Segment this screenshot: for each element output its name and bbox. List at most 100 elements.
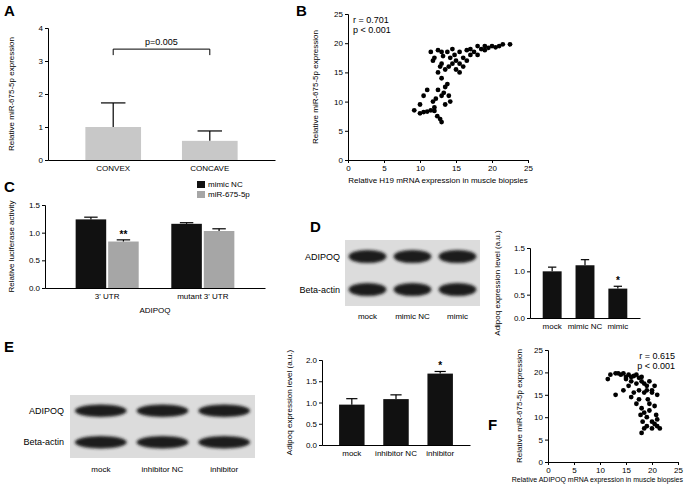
point (637, 397, 642, 402)
plot-texts: ** (120, 229, 128, 240)
tick: 5 (339, 127, 348, 136)
tick-mark (527, 248, 530, 249)
plot-marks (85, 103, 237, 160)
tick-mark (678, 462, 679, 465)
blot-band (137, 404, 189, 417)
blot-band (349, 283, 387, 296)
y-axis-title: Adipoq expression level (a.u.) (285, 349, 294, 455)
tick-label: 0 (339, 156, 344, 165)
western-blot (70, 395, 255, 458)
point (637, 388, 642, 393)
bracket (113, 49, 210, 55)
tick: 4 (39, 24, 48, 33)
tick: 10 (416, 160, 425, 173)
point (647, 401, 652, 406)
bar (543, 271, 562, 318)
tick-label: 0.5 (29, 256, 41, 265)
tick-label: 0.5 (514, 291, 526, 300)
point (432, 105, 437, 110)
tick-label: 10 (334, 98, 343, 107)
tick: mutant 3' UTR (177, 292, 229, 301)
tick: 15 (452, 160, 461, 173)
tick-mark (45, 160, 48, 161)
figure-svg: p=0.00501234CONVEXCONCAVERelative miR-67… (0, 0, 685, 484)
panel-letter: C (4, 178, 15, 195)
point (438, 64, 443, 69)
axis-line (42, 206, 46, 289)
tick-label: 0.0 (514, 314, 526, 323)
tick: mimic NC (568, 322, 603, 331)
legend-label: miR-675-5p (208, 190, 250, 199)
tick-label: 0.5 (306, 420, 318, 429)
tick-mark (384, 160, 385, 163)
tick: 25 (674, 462, 683, 475)
error-bar (101, 103, 125, 127)
tick: 10 (596, 462, 605, 475)
point (634, 381, 639, 386)
blot-band (137, 436, 189, 449)
error-cap (84, 217, 97, 218)
axis: 0.00.51.01.5 (514, 244, 531, 323)
figure: p=0.00501234CONVEXCONCAVERelative miR-67… (0, 0, 685, 484)
tick-mark (492, 160, 493, 163)
axis-line (549, 463, 679, 466)
point (475, 52, 480, 57)
point (634, 401, 639, 406)
tick-label: 1.5 (514, 244, 526, 253)
tick: CONVEX (96, 164, 130, 173)
tick-mark (345, 131, 348, 132)
tick: 0.5 (29, 256, 45, 265)
tick: 0.0 (306, 441, 322, 450)
bar (576, 265, 595, 318)
point (464, 58, 469, 63)
axis-line (323, 445, 471, 446)
tick-mark (319, 445, 322, 446)
tick: 20 (488, 160, 497, 173)
tick-label: mimic NC (568, 322, 603, 331)
blot-band (75, 404, 127, 417)
tick-label: 20 (648, 466, 657, 475)
tick: 2 (39, 90, 48, 99)
tick-mark (545, 462, 548, 463)
tick-mark (42, 288, 45, 289)
point (446, 93, 451, 98)
legend-label: mimic NC (208, 180, 243, 189)
point (629, 379, 634, 384)
tick-mark (527, 318, 530, 319)
tick-mark (42, 260, 45, 261)
bar (204, 231, 235, 288)
tick: 25 (334, 10, 348, 19)
point (418, 102, 423, 107)
point (605, 377, 610, 382)
tick-label: 5 (539, 436, 544, 445)
axis-line (527, 249, 531, 319)
bar (171, 224, 202, 288)
tick-mark (574, 462, 575, 465)
point (644, 383, 649, 388)
panel-letter: A (4, 2, 15, 19)
error-bar (435, 371, 446, 373)
point (624, 377, 629, 382)
axis-line (349, 161, 529, 164)
tick: inhibitor NC (375, 449, 417, 458)
blot-band (394, 283, 432, 296)
tick-mark (545, 440, 548, 441)
tick-mark (345, 102, 348, 103)
error-stem (395, 395, 396, 399)
tick-label: 10 (596, 466, 605, 475)
panel-letter: F (488, 416, 497, 433)
error-bar (117, 240, 130, 242)
tick-mark (545, 372, 548, 373)
axis: 0.00.51.01.5 (29, 201, 46, 293)
error-cap (346, 398, 357, 399)
point (655, 417, 660, 422)
tick-mark (345, 72, 348, 73)
tick: 20 (648, 462, 657, 475)
y-axis-title: Relative miR-675-5p expression (515, 349, 524, 463)
tick: inhibitor (426, 449, 454, 458)
bar (108, 242, 139, 288)
point (608, 372, 613, 377)
error-bar (180, 223, 193, 224)
point (500, 42, 505, 47)
tick-label: 0 (539, 458, 544, 467)
